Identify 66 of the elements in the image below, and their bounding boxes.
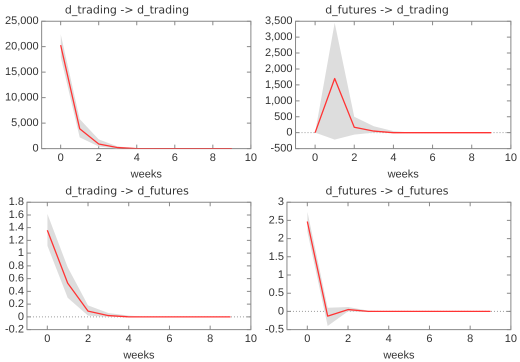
x-tick-label: 4 [386,333,392,346]
x-tick-label: 8 [210,152,216,164]
y-tick-label: 1 [18,247,24,260]
y-tick-label: 1.6 [8,208,24,221]
x-tick-label: 8 [468,152,475,164]
y-tick-label: 0.8 [8,260,24,272]
x-axis-title: weeks [386,168,420,180]
x-axis-title: weeks [130,168,162,180]
y-tick-label: -0.2 [4,324,24,336]
y-tick-label: 2.5 [268,214,284,226]
y-tick-label: 0.2 [8,298,24,310]
chart-title: d_trading -> d_futures [65,184,190,198]
x-tick-label: 6 [166,333,173,346]
y-tick-label: 10,000 [4,92,39,104]
x-tick-label: 10 [504,152,518,164]
x-tick-label: 6 [426,333,433,346]
x-tick-label: 6 [172,152,178,164]
y-tick-label: 3 [278,196,284,208]
y-tick-label: 1 [278,269,284,282]
y-tick-label: 0 [32,142,39,155]
x-tick-label: 8 [207,333,214,346]
x-axis-title: weeks [382,349,416,362]
y-tick-label: 500 [274,110,293,123]
x-tick-label: 10 [244,333,258,346]
y-tick-label: 1,000 [264,94,293,107]
y-tick-label: -500 [270,142,293,155]
y-tick-label: 2,000 [264,63,293,76]
y-tick-label: 3,500 [264,15,293,28]
y-tick-label: 0.5 [268,287,284,300]
y-tick-label: 0 [286,126,293,139]
chart-title: d_trading -> d_trading [64,3,190,16]
x-tick-label: 6 [430,152,436,164]
y-tick-label: 2,500 [264,47,293,60]
x-axis-title: weeks [122,349,156,362]
x-tick-label: 0 [58,152,64,164]
x-tick-label: 2 [96,152,102,164]
y-tick-label: 1.4 [8,222,24,234]
y-tick-label: 0.6 [8,272,24,285]
y-tick-label: 3,000 [264,31,293,44]
x-tick-label: 0 [312,152,318,164]
y-tick-label: 15,000 [4,66,39,78]
x-tick-label: 2 [84,333,92,346]
x-tick-label: 10 [504,333,518,346]
y-tick-label: -0.5 [264,324,284,336]
y-tick-label: 2 [278,232,284,245]
y-tick-label: 1.8 [8,196,24,208]
x-tick-label: 2 [351,152,358,164]
y-tick-label: 0 [278,305,284,318]
x-tick-label: 8 [467,333,474,346]
y-tick-label: 0 [18,310,24,323]
x-tick-label: 2 [344,333,352,346]
chart-title: d_futures -> d_trading [325,3,449,16]
y-tick-label: 5,000 [11,117,39,130]
x-tick-label: 0 [44,333,50,346]
y-tick-label: 1.5 [268,250,284,263]
y-tick-label: 0.4 [8,285,24,298]
x-tick-label: 4 [134,152,140,164]
x-tick-label: 4 [126,333,132,346]
x-tick-label: 0 [304,333,310,346]
y-tick-label: 25,000 [4,15,39,28]
chart-title: d_futures -> d_futures [326,184,449,198]
x-tick-label: 4 [390,152,396,164]
y-tick-label: 20,000 [4,40,39,53]
y-tick-label: 1,500 [264,78,293,91]
y-tick-label: 1.2 [8,234,24,246]
x-tick-label: 10 [244,152,258,164]
